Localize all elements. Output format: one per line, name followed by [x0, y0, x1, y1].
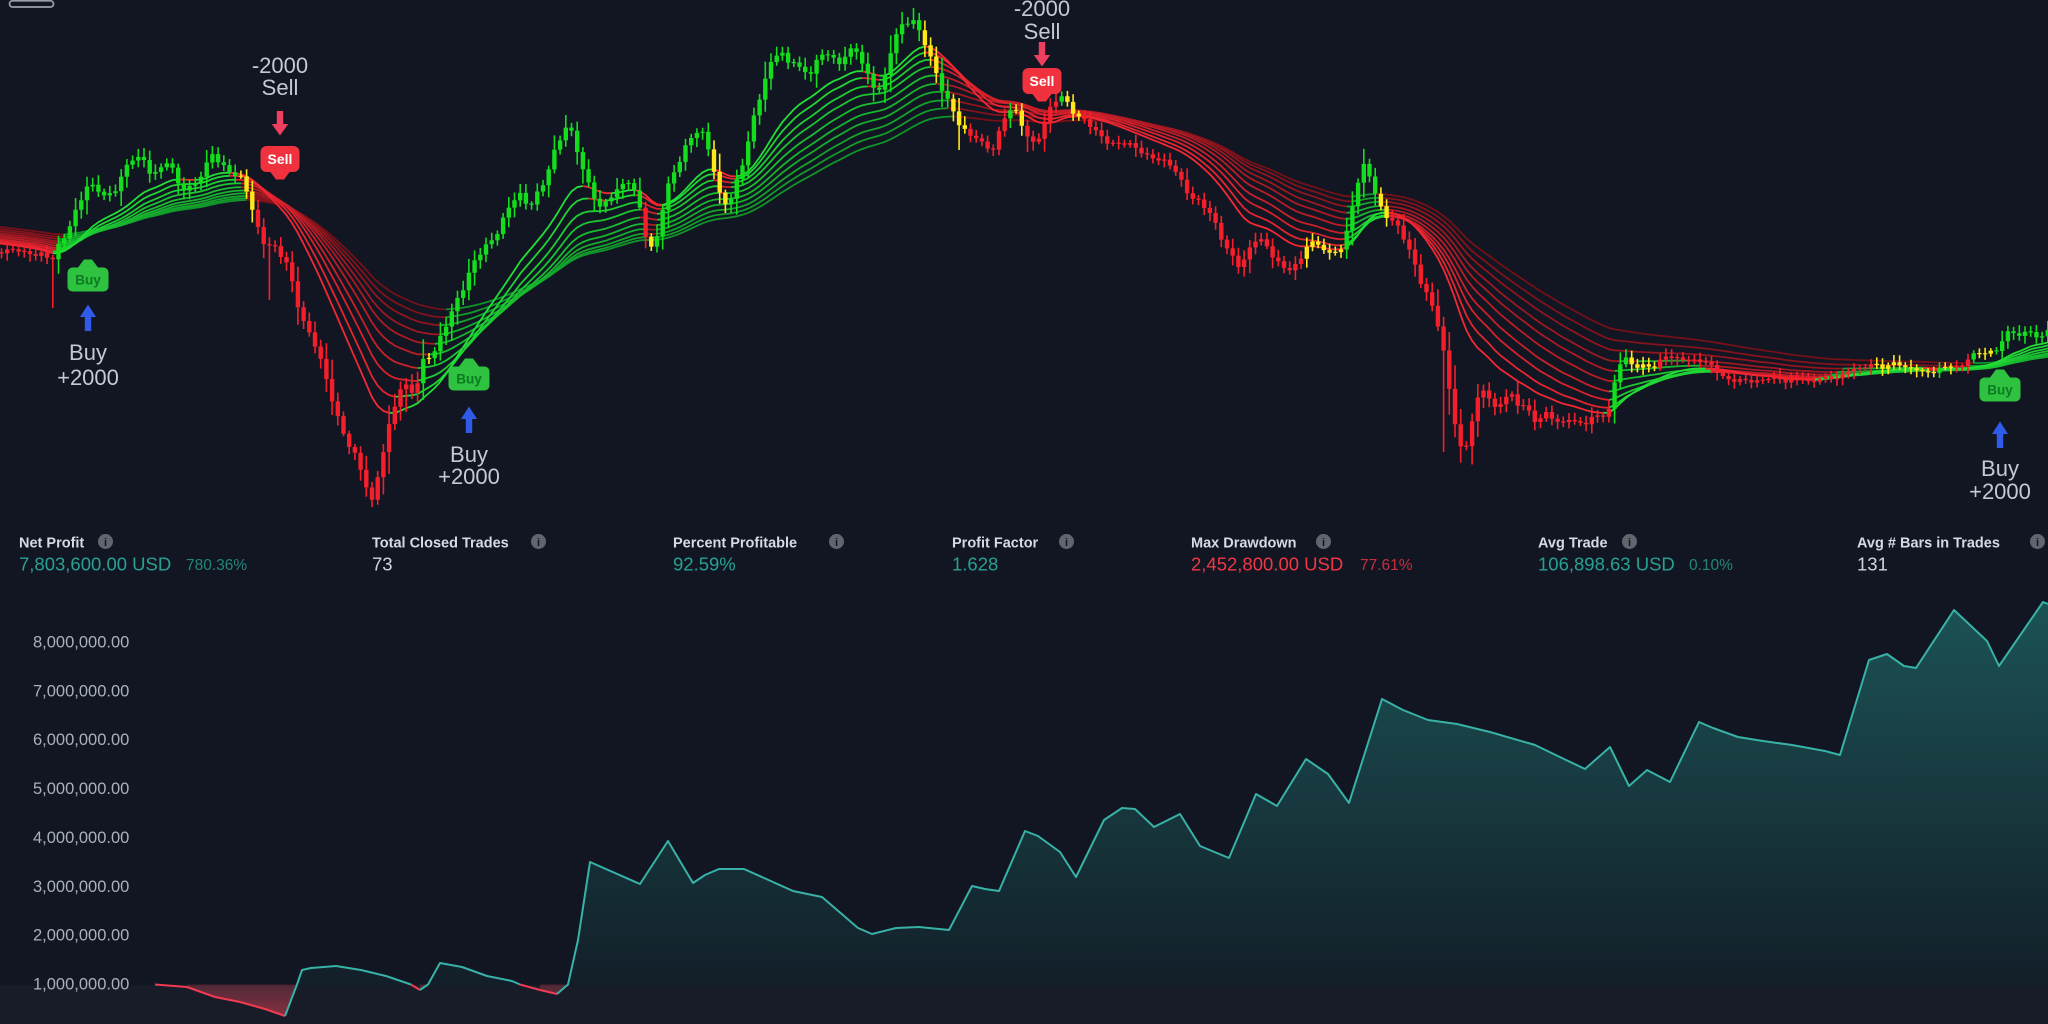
- svg-text:i: i: [537, 537, 540, 549]
- svg-text:Sell: Sell: [1030, 73, 1055, 89]
- svg-text:Sell: Sell: [268, 151, 293, 167]
- svg-text:Buy: Buy: [456, 372, 482, 387]
- svg-text:5,000,000.00: 5,000,000.00: [33, 780, 129, 798]
- svg-text:Avg # Bars in Trades: Avg # Bars in Trades: [1857, 536, 2000, 552]
- svg-text:4,000,000.00: 4,000,000.00: [33, 829, 129, 847]
- svg-text:2,000,000.00: 2,000,000.00: [33, 927, 129, 945]
- svg-text:780.36%: 780.36%: [186, 557, 247, 574]
- svg-text:-2000: -2000: [1014, 0, 1070, 21]
- svg-text:Avg Trade: Avg Trade: [1538, 536, 1608, 552]
- svg-text:Buy: Buy: [1981, 456, 2019, 481]
- svg-text:Net Profit: Net Profit: [19, 536, 84, 552]
- svg-text:Buy: Buy: [1987, 383, 2013, 398]
- svg-text:7,803,600.00 USD: 7,803,600.00 USD: [19, 554, 171, 575]
- svg-text:i: i: [1065, 537, 1068, 549]
- svg-text:0.10%: 0.10%: [1689, 557, 1733, 574]
- svg-text:Buy: Buy: [69, 340, 107, 365]
- svg-text:Sell: Sell: [262, 75, 299, 100]
- svg-text:77.61%: 77.61%: [1360, 557, 1413, 574]
- svg-text:131: 131: [1857, 554, 1888, 575]
- svg-text:8,000,000.00: 8,000,000.00: [33, 634, 129, 652]
- svg-text:+2000: +2000: [57, 365, 119, 390]
- svg-text:i: i: [1628, 537, 1631, 549]
- svg-text:7,000,000.00: 7,000,000.00: [33, 682, 129, 700]
- svg-text:1.628: 1.628: [952, 554, 998, 575]
- svg-text:Buy: Buy: [450, 442, 488, 467]
- svg-text:2,452,800.00 USD: 2,452,800.00 USD: [1191, 554, 1343, 575]
- svg-text:Sell: Sell: [1024, 19, 1061, 44]
- svg-text:i: i: [104, 537, 107, 549]
- svg-text:73: 73: [372, 554, 393, 575]
- svg-text:i: i: [1322, 537, 1325, 549]
- svg-text:i: i: [2036, 537, 2039, 549]
- svg-text:Profit Factor: Profit Factor: [952, 536, 1039, 552]
- svg-text:106,898.63 USD: 106,898.63 USD: [1538, 554, 1675, 575]
- svg-text:1,000,000.00: 1,000,000.00: [33, 976, 129, 994]
- svg-text:92.59%: 92.59%: [673, 554, 736, 575]
- svg-text:i: i: [835, 537, 838, 549]
- svg-text:+2000: +2000: [1969, 479, 2031, 504]
- svg-text:Max Drawdown: Max Drawdown: [1191, 536, 1297, 552]
- svg-text:-2000: -2000: [252, 53, 308, 78]
- svg-text:3,000,000.00: 3,000,000.00: [33, 878, 129, 896]
- svg-text:Percent Profitable: Percent Profitable: [673, 536, 797, 552]
- svg-text:Total Closed Trades: Total Closed Trades: [372, 536, 509, 552]
- svg-text:Buy: Buy: [75, 273, 101, 288]
- svg-text:6,000,000.00: 6,000,000.00: [33, 731, 129, 749]
- svg-text:+2000: +2000: [438, 464, 500, 489]
